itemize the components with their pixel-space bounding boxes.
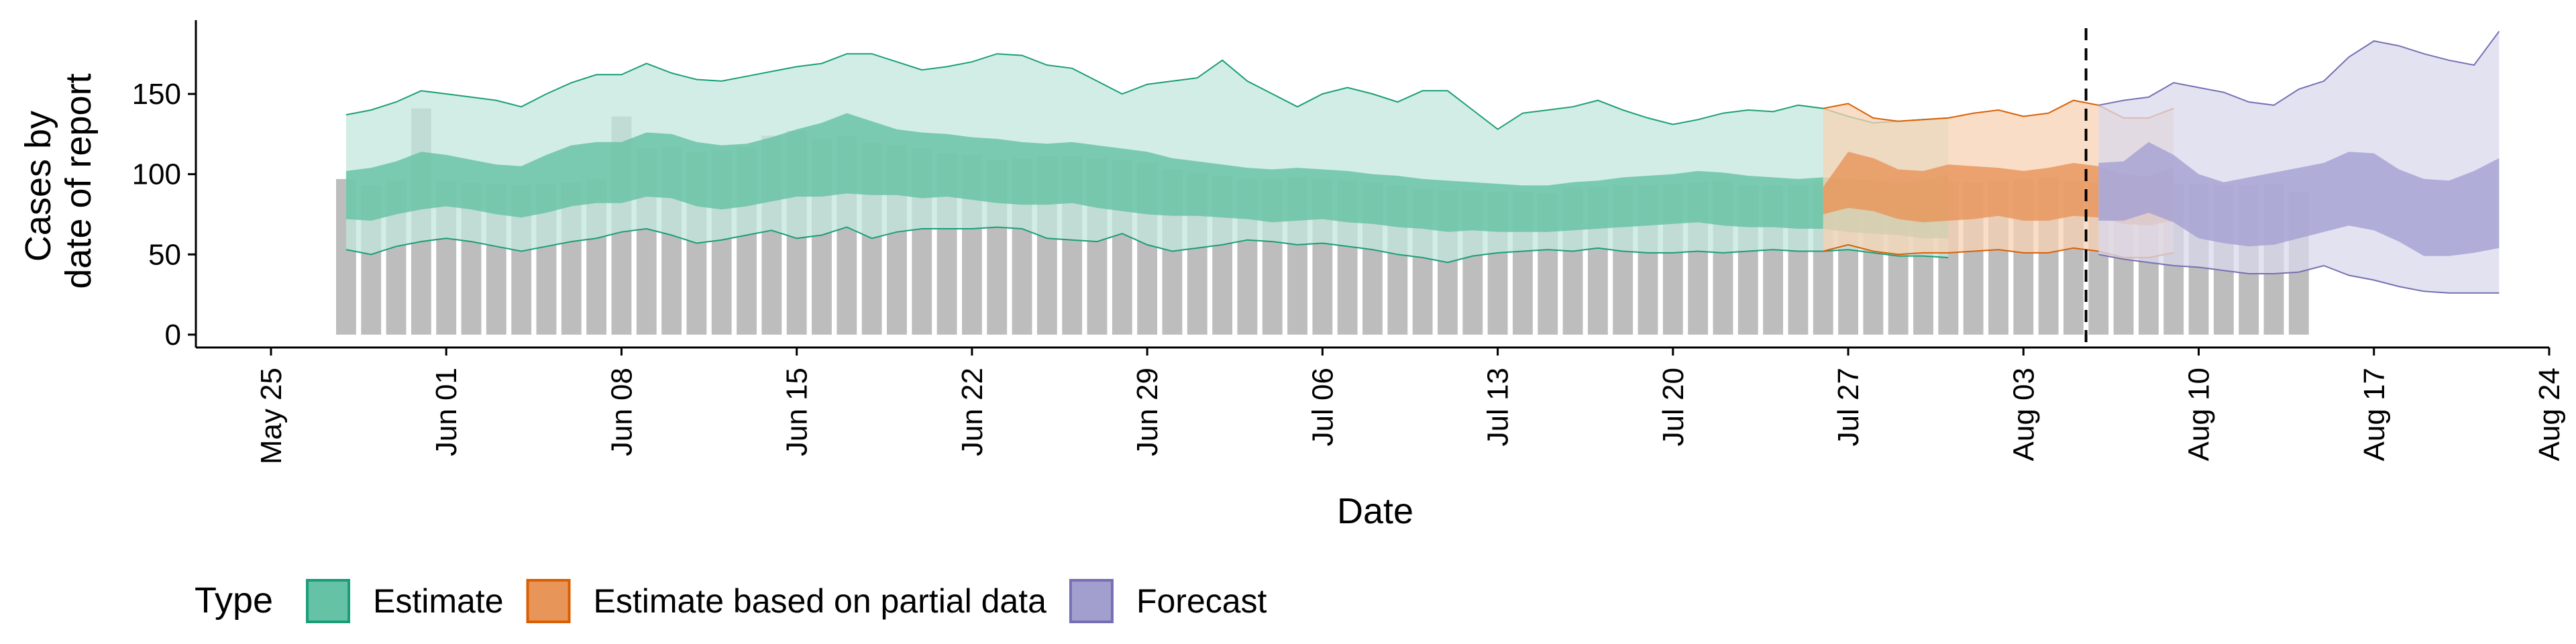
x-tick-label: Jun 01: [430, 368, 463, 456]
legend-title: Type: [195, 580, 273, 621]
x-tick-label: Jun 29: [1131, 368, 1164, 456]
x-tick-label: Jul 27: [1832, 368, 1865, 446]
forecast-upper-line: [2098, 31, 2500, 106]
forecast-lower-line: [2098, 254, 2500, 294]
x-tick-label: Jul 13: [1482, 368, 1515, 446]
x-tick-label: Jun 08: [605, 368, 638, 456]
estimate-lower-line: [345, 226, 1949, 264]
legend-swatch: [306, 579, 350, 623]
legend-label: Estimate: [373, 582, 504, 620]
x-tick-label: Jul 20: [1657, 368, 1690, 446]
legend-swatch: [526, 579, 571, 623]
y-axis-title: Cases by date of report: [18, 73, 99, 288]
axes: 0 50 100 150 May 25 Jun 01 Jun 08 Jun 15 Jun 22 J…: [132, 20, 2566, 464]
legend-label: Forecast: [1136, 582, 1267, 620]
y-axis-title-line-1: Cases by: [18, 111, 58, 262]
legend-swatch: [1069, 579, 1114, 623]
legend: Type Estimate Estimate based on partial d…: [195, 579, 1267, 623]
x-tick-label: Aug 10: [2183, 368, 2216, 461]
estimate-band-50: [345, 113, 1949, 239]
x-tick-label: Jun 15: [781, 368, 814, 456]
x-tick-label: May 25: [255, 368, 288, 464]
x-tick-label: Aug 03: [2007, 368, 2040, 461]
estimate-upper-line: [345, 53, 1949, 130]
x-tick-label: Jun 22: [956, 368, 989, 456]
legend-label: Estimate based on partial data: [594, 582, 1047, 620]
forecast-band-50: [2098, 142, 2500, 256]
x-axis-title: Date: [1337, 491, 1413, 531]
y-axis-title-line-2: date of report: [58, 73, 99, 288]
x-tick-label: Aug 24: [2533, 368, 2566, 461]
x-tick-label: Jul 06: [1306, 368, 1339, 446]
y-tick-label: 100: [132, 158, 181, 191]
y-tick-label: 0: [165, 319, 181, 352]
y-tick-label: 150: [132, 78, 181, 111]
y-tick-label: 50: [148, 238, 181, 271]
x-tick-label: Aug 17: [2358, 368, 2391, 461]
